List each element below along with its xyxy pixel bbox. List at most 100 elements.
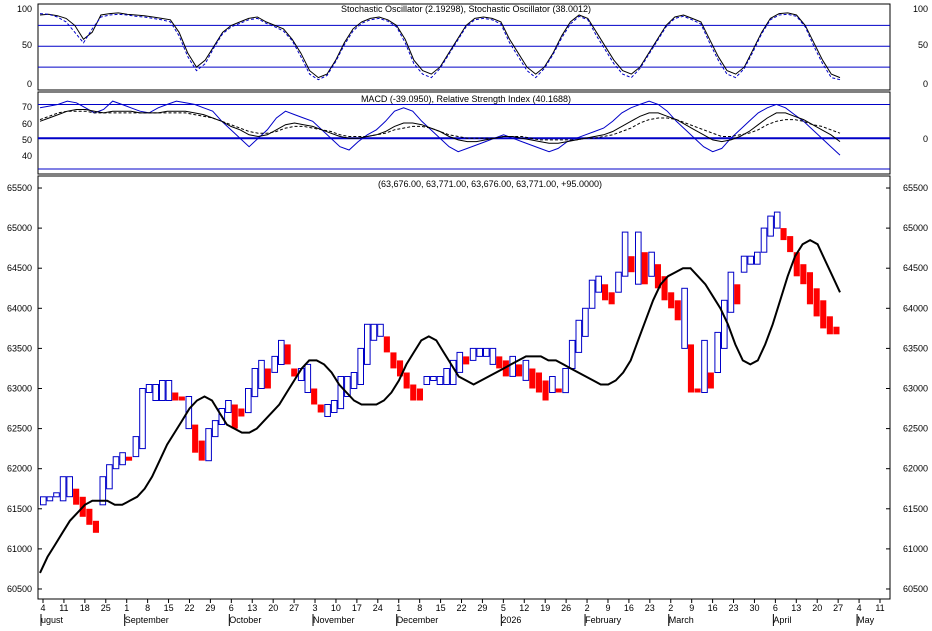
price-bar-down — [793, 252, 800, 277]
x-day-label: 10 — [331, 603, 341, 613]
price-bar-up — [549, 376, 556, 393]
x-day-label: 23 — [645, 603, 655, 613]
x-month-label: ugust — [41, 615, 64, 625]
price-bar-up — [211, 420, 219, 438]
price-bar-down — [317, 404, 324, 413]
price-bar-down — [516, 364, 523, 377]
stochastic-right-tick: 50 — [918, 40, 928, 50]
price-bar-down — [463, 356, 470, 365]
macd-rsi-series — [39, 100, 841, 156]
x-day-label: 2 — [668, 603, 673, 613]
price-bar-down — [542, 380, 549, 401]
price-bar-up — [701, 339, 708, 393]
price-bar-up — [40, 496, 47, 506]
x-day-label: 8 — [417, 603, 422, 613]
x-month-label: May — [857, 615, 875, 625]
price-bar-down — [397, 360, 404, 377]
price-bar-up — [489, 347, 497, 365]
price-bar-down — [641, 252, 648, 285]
stochastic-title: Stochastic Oscillator (2.19298), Stochas… — [341, 4, 591, 14]
x-day-label: 27 — [289, 603, 299, 613]
price-y-tick: 61500 — [7, 504, 32, 514]
price-bar-down — [833, 326, 840, 335]
price-bar-up — [582, 307, 589, 337]
price-bar-down — [403, 372, 410, 389]
x-day-label: 20 — [812, 603, 822, 613]
stochastic-reference-lines — [38, 24, 890, 68]
price-bar-up — [357, 347, 364, 385]
price-bar-down — [806, 272, 813, 305]
price-bar-up — [370, 323, 378, 341]
price-bar-up — [721, 299, 728, 349]
price-bar-up — [714, 331, 722, 373]
price-bar-up — [350, 372, 358, 389]
stochastic-series-line — [39, 13, 841, 81]
price-y-tick-right: 60500 — [903, 584, 928, 594]
price-y-tick: 65500 — [7, 183, 32, 193]
price-bar-up — [443, 368, 450, 385]
price-bar-up — [773, 211, 781, 229]
price-bar-down — [311, 388, 318, 405]
price-bar-up — [483, 347, 490, 357]
x-month-label: September — [125, 615, 169, 625]
stochastic-y-tick: 50 — [22, 40, 32, 50]
x-day-label: 1 — [124, 603, 129, 613]
x-day-label: 25 — [101, 603, 111, 613]
price-y-tick: 62500 — [7, 424, 32, 434]
x-month-label: April — [773, 615, 791, 625]
price-bar-down — [264, 368, 271, 389]
x-day-label: 4 — [857, 603, 862, 613]
price-bar-down — [231, 404, 238, 429]
macd-y-tick: 50 — [22, 135, 32, 145]
price-bar-down — [178, 396, 185, 401]
x-day-label: 18 — [80, 603, 90, 613]
x-day-label: 5 — [501, 603, 506, 613]
x-day-label: 3 — [312, 603, 317, 613]
price-bar-up — [330, 400, 338, 413]
price-y-tick: 61000 — [7, 544, 32, 554]
x-day-label: 6 — [773, 603, 778, 613]
x-day-label: 13 — [791, 603, 801, 613]
price-bar-down — [787, 236, 794, 253]
price-bar-down — [73, 488, 80, 505]
price-bar-down — [820, 300, 827, 329]
x-axis: 4 11 18 25 1 8 15 22 29 6 13 20 27 3 10 17 24 1 8 15 22 29 5 12… — [40, 599, 885, 626]
price-bar-down — [661, 276, 668, 301]
price-bar-up — [509, 355, 516, 377]
macd-reference-lines — [38, 103, 890, 170]
x-day-label: 22 — [184, 603, 194, 613]
price-bar-up — [324, 404, 331, 417]
price-bar-down — [800, 264, 807, 285]
price-y-tick-right: 63000 — [903, 384, 928, 394]
price-bar-down — [674, 300, 681, 321]
price-bar-down — [555, 388, 562, 393]
stochastic-y-tick: 0 — [27, 79, 32, 89]
price-y-tick: 64000 — [7, 303, 32, 313]
price-bar-down — [602, 284, 609, 301]
price-panel-frame — [37, 175, 891, 600]
x-day-label: 1 — [396, 603, 401, 613]
price-bar-down — [172, 392, 179, 401]
price-bar-down — [496, 356, 503, 369]
x-month-label: 2026 — [501, 615, 521, 625]
price-y-axis-left: 65500 65000 64500 64000 63500 63000 62500 62000… — [7, 183, 42, 594]
price-bars — [40, 211, 840, 533]
price-bar-down — [390, 352, 397, 369]
price-y-tick-right: 63500 — [903, 343, 928, 353]
x-month-label: November — [313, 615, 355, 625]
price-bar-down — [780, 228, 787, 241]
price-bar-up — [377, 323, 384, 337]
x-day-label: 20 — [268, 603, 278, 613]
x-day-label: 12 — [519, 603, 529, 613]
price-bar-up — [436, 376, 444, 385]
price-bar-up — [760, 227, 768, 253]
price-bar-up — [522, 359, 530, 381]
stochastic-right-tick: 0 — [923, 79, 928, 89]
moving-average-line — [39, 238, 841, 574]
price-bar-up — [344, 376, 351, 397]
price-y-tick-right: 64500 — [903, 263, 928, 273]
price-bar-up — [53, 492, 60, 498]
price-bar-down — [86, 508, 93, 525]
